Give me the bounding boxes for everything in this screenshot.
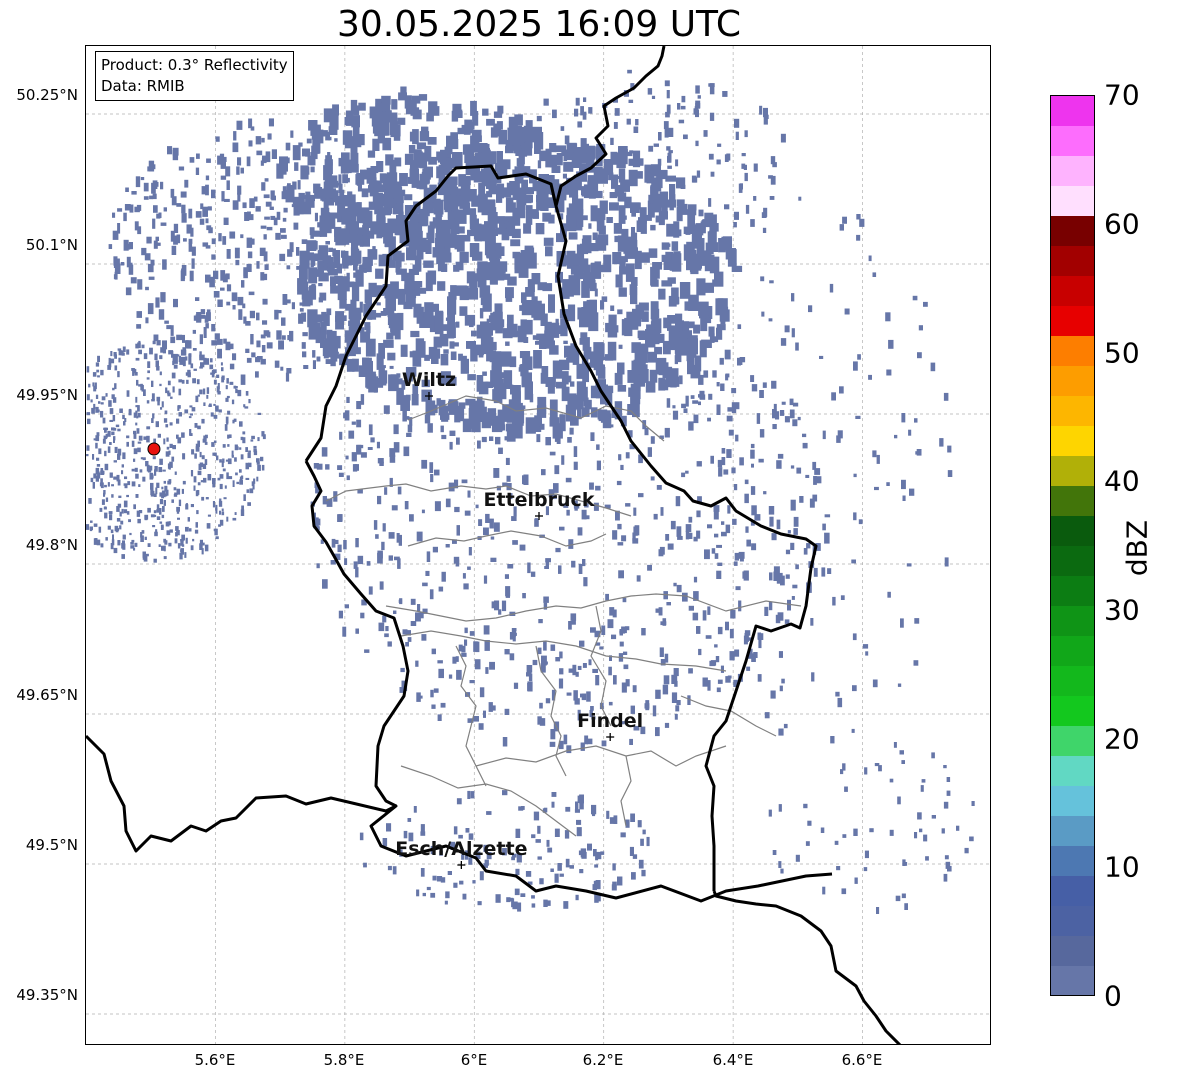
lat-tick: 49.65°N bbox=[16, 686, 78, 704]
colorbar-tick: 50 bbox=[1104, 336, 1140, 370]
colorbar-tick: 70 bbox=[1104, 78, 1140, 112]
city-label: Findel bbox=[577, 710, 643, 732]
colorbar-segment bbox=[1051, 245, 1094, 277]
colorbar-segment bbox=[1051, 665, 1094, 696]
colorbar-segment bbox=[1051, 965, 1094, 996]
colorbar-segment bbox=[1051, 455, 1094, 487]
lat-tick: 50.1°N bbox=[25, 236, 78, 254]
colorbar-segment bbox=[1051, 305, 1094, 337]
colorbar-segment bbox=[1051, 125, 1094, 157]
lon-tick: 5.6°E bbox=[194, 1051, 236, 1069]
colorbar-segment bbox=[1051, 395, 1094, 427]
city-label: Wiltz bbox=[402, 369, 456, 391]
colorbar-segment bbox=[1051, 785, 1094, 816]
colorbar-segment bbox=[1051, 905, 1094, 936]
radar-site-marker bbox=[147, 442, 161, 456]
lon-tick: 6.2°E bbox=[582, 1051, 624, 1069]
city-marker: Ettelbruck bbox=[484, 489, 595, 520]
colorbar-segment bbox=[1051, 365, 1094, 397]
dbz-colorbar bbox=[1050, 95, 1095, 996]
colorbar-tick: 40 bbox=[1104, 464, 1140, 498]
lat-tick: 50.25°N bbox=[16, 86, 78, 104]
city-label: Ettelbruck bbox=[484, 489, 595, 511]
colorbar-segment bbox=[1051, 695, 1094, 726]
colorbar-segment bbox=[1051, 575, 1094, 606]
radar-map[interactable]: Wiltz Ettelbruck Findel Esch/Alzette bbox=[85, 45, 991, 1045]
canton-boundaries bbox=[325, 395, 802, 837]
colorbar-segment bbox=[1051, 935, 1094, 966]
colorbar-tick: 10 bbox=[1104, 850, 1140, 884]
colorbar-segment bbox=[1051, 155, 1094, 187]
radar-map-canvas: Wiltz Ettelbruck Findel Esch/Alzette bbox=[86, 46, 990, 1044]
colorbar-segment bbox=[1051, 185, 1094, 217]
lon-tick: 6.4°E bbox=[712, 1051, 754, 1069]
colorbar-segment bbox=[1051, 875, 1094, 906]
colorbar-segment bbox=[1051, 725, 1094, 756]
colorbar-segment bbox=[1051, 605, 1094, 636]
city-marker: Findel bbox=[577, 710, 643, 741]
colorbar-segment bbox=[1051, 755, 1094, 786]
lon-tick: 5.8°E bbox=[323, 1051, 365, 1069]
lat-tick: 49.8°N bbox=[25, 536, 78, 554]
product-label: Product: 0.3° Reflectivity bbox=[101, 56, 288, 74]
colorbar-segment bbox=[1051, 335, 1094, 367]
colorbar-segment bbox=[1051, 275, 1094, 307]
lon-tick: 6.6°E bbox=[841, 1051, 883, 1069]
lat-tick: 49.35°N bbox=[16, 986, 78, 1004]
colorbar-segment bbox=[1051, 515, 1094, 546]
graticule bbox=[86, 46, 990, 1044]
colorbar-tick: 30 bbox=[1104, 593, 1140, 627]
colorbar-segment bbox=[1051, 815, 1094, 846]
data-source-label: Data: RMIB bbox=[101, 77, 185, 95]
colorbar-segment bbox=[1051, 485, 1094, 517]
city-marker: Esch/Alzette bbox=[395, 838, 527, 869]
colorbar-segment bbox=[1051, 545, 1094, 576]
colorbar-segment bbox=[1051, 425, 1094, 457]
colorbar-tick: 0 bbox=[1104, 979, 1122, 1013]
lon-tick: 6°E bbox=[460, 1051, 488, 1069]
city-markers: Wiltz Ettelbruck Findel Esch/Alzette bbox=[395, 369, 643, 869]
colorbar-tick: 20 bbox=[1104, 722, 1140, 756]
colorbar-segment bbox=[1051, 845, 1094, 876]
city-label: Esch/Alzette bbox=[395, 838, 527, 860]
colorbar-segment bbox=[1051, 96, 1094, 127]
colorbar-label: dBZ bbox=[1120, 519, 1154, 577]
product-info-box: Product: 0.3° Reflectivity Data: RMIB bbox=[95, 51, 294, 101]
lat-tick: 49.95°N bbox=[16, 386, 78, 404]
map-title: 30.05.2025 16:09 UTC bbox=[336, 4, 742, 45]
lat-tick: 49.5°N bbox=[25, 836, 78, 854]
country-borders bbox=[86, 46, 902, 1044]
colorbar-segment bbox=[1051, 635, 1094, 666]
city-marker: Wiltz bbox=[402, 369, 456, 400]
reflectivity-echoes bbox=[86, 69, 975, 914]
colorbar-tick: 60 bbox=[1104, 207, 1140, 241]
colorbar-segment bbox=[1051, 215, 1094, 247]
